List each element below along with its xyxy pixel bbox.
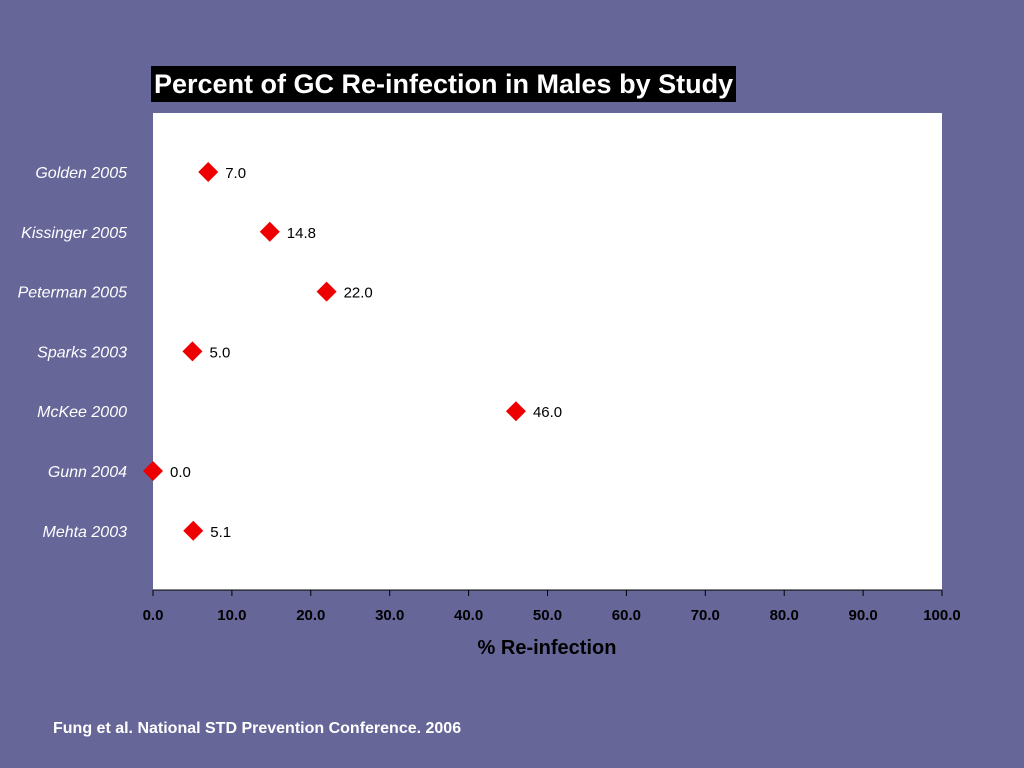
data-value-label: 7.0	[225, 165, 246, 182]
data-point-marker	[505, 401, 526, 422]
x-tick-label: 60.0	[612, 607, 641, 624]
chart-title: Percent of GC Re-infection in Males by S…	[151, 66, 737, 102]
x-tick-label: 70.0	[691, 607, 720, 624]
data-point-marker	[183, 520, 204, 541]
footer-citation: Fung et al. National STD Prevention Conf…	[53, 720, 462, 737]
data-labels: 7.0 14.8 22.0 5.0 46.0 0.0 5.1	[170, 165, 562, 541]
category-label: McKee 2000	[37, 404, 127, 421]
x-tick-label: 90.0	[848, 607, 877, 624]
category-label: Mehta 2003	[42, 524, 127, 541]
data-value-label: 14.8	[287, 225, 316, 242]
category-label: Golden 2005	[35, 165, 127, 182]
data-value-label: 22.0	[344, 285, 373, 302]
x-tick-label: 50.0	[533, 607, 562, 624]
x-tick-label: 20.0	[296, 607, 325, 624]
x-tick-label: 30.0	[375, 607, 404, 624]
x-tick-label: 80.0	[770, 607, 799, 624]
x-tick-label: 40.0	[454, 607, 483, 624]
category-label: Gunn 2004	[48, 464, 127, 481]
data-point-marker	[198, 162, 219, 182]
category-label: Sparks 2003	[37, 344, 127, 361]
x-axis-ticks: 0.0 10.0 20.0 30.0 40.0 50.0 60.0 70.0 80.0 90.0 1…	[143, 590, 961, 624]
data-value-label: 46.0	[533, 404, 562, 421]
data-point-marker	[259, 221, 280, 242]
x-tick-label: 0.0	[143, 607, 164, 624]
plot-area	[153, 113, 942, 590]
data-point-marker	[182, 341, 203, 362]
data-value-label: 0.0	[170, 464, 191, 481]
y-axis-labels: Golden 2005 Kissinger 2005 Peterman 2005 Sp…	[18, 165, 128, 541]
data-markers	[143, 162, 526, 541]
data-value-label: 5.1	[210, 524, 231, 541]
x-axis-title: % Re-infection	[478, 637, 617, 659]
data-value-label: 5.0	[209, 344, 230, 361]
category-label: Kissinger 2005	[21, 225, 127, 242]
data-point-marker	[316, 281, 337, 302]
data-point-marker	[143, 461, 163, 481]
category-label: Peterman 2005	[18, 285, 128, 302]
x-tick-label: 10.0	[217, 607, 246, 624]
x-tick-label: 100.0	[923, 607, 961, 624]
